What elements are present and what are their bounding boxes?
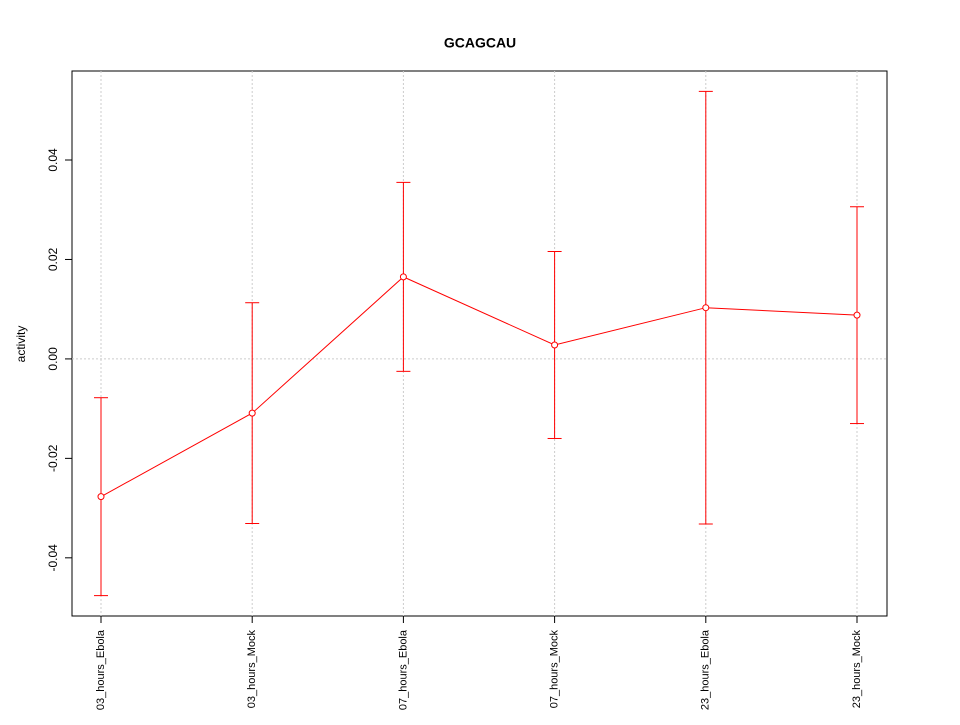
y-axis-label: activity [14,326,28,363]
x-tick-label: 03_hours_Ebola [95,629,107,710]
point [551,341,559,349]
series-line [100,276,858,498]
chart-title: GCAGCAU [444,35,516,51]
point [97,493,105,501]
y-tick-label: -0.02 [46,444,60,472]
point [853,311,861,319]
y-tick-label: 0.02 [46,247,60,271]
point [399,273,407,281]
plot-frame [71,70,888,617]
x-tick-label: 03_hours_Mock [246,630,258,709]
point [702,304,710,312]
y-tick-label: -0.04 [46,544,60,572]
x-tick-label: 23_hours_Ebola [700,629,712,710]
y-tick-label: 0.00 [46,347,60,371]
x-tick-label: 07_hours_Ebola [397,629,409,710]
point [248,409,256,417]
x-tick-label: 23_hours_Mock [851,630,863,709]
y-tick-label: 0.04 [46,148,60,172]
x-tick-label: 07_hours_Mock [549,630,561,709]
